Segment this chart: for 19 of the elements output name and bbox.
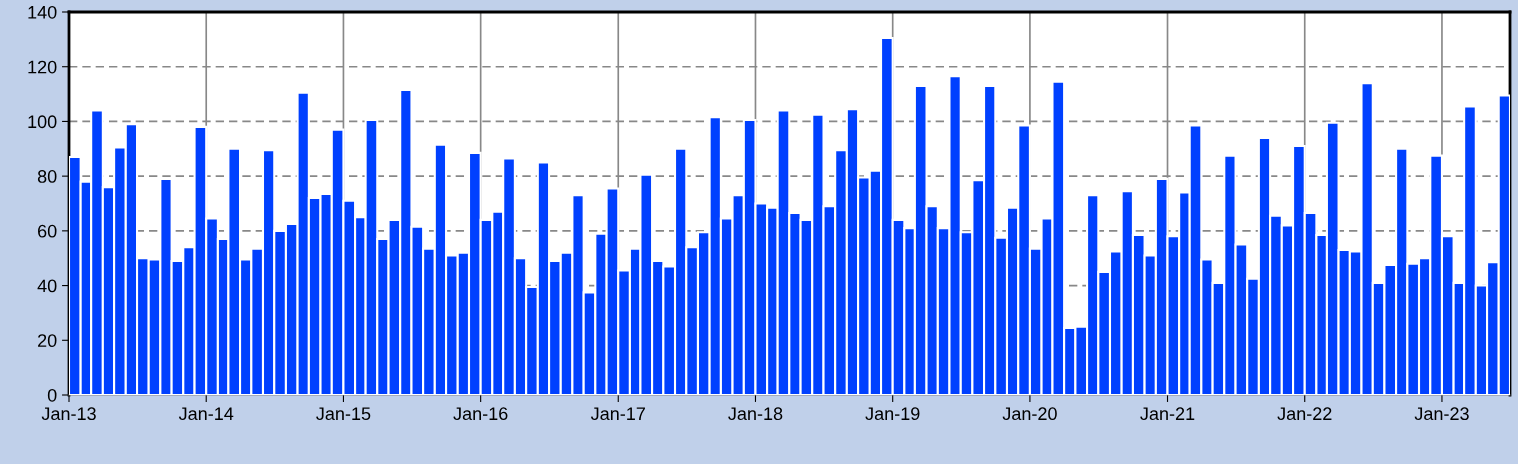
- x-tick-label: Jan-22: [1277, 407, 1332, 421]
- x-tick-label: Jan-14: [178, 407, 234, 421]
- x-tick-label: Jan-19: [865, 407, 920, 421]
- x-tick-label: Jan-15: [316, 407, 371, 421]
- x-tick-label: Jan-21: [1140, 407, 1195, 421]
- x-tick-label: Jan-13: [41, 407, 96, 421]
- x-tick-label: Jan-16: [453, 407, 508, 421]
- y-tick-label: 80: [37, 170, 57, 183]
- y-tick-label: 20: [38, 334, 57, 348]
- x-tick-label: Jan-18: [728, 407, 783, 421]
- x-tick-label: Jan-17: [590, 407, 645, 421]
- y-tick-label: 120: [28, 60, 57, 74]
- y-tick-label: 100: [28, 115, 57, 129]
- y-tick-label: 60: [38, 224, 57, 238]
- x-tick-label: Jan-20: [1002, 407, 1057, 421]
- x-tick-label: Jan-23: [1414, 407, 1469, 421]
- y-tick-label: 40: [37, 279, 57, 293]
- y-tick-label: 0: [47, 388, 57, 402]
- y-tick-label: 140: [28, 5, 57, 19]
